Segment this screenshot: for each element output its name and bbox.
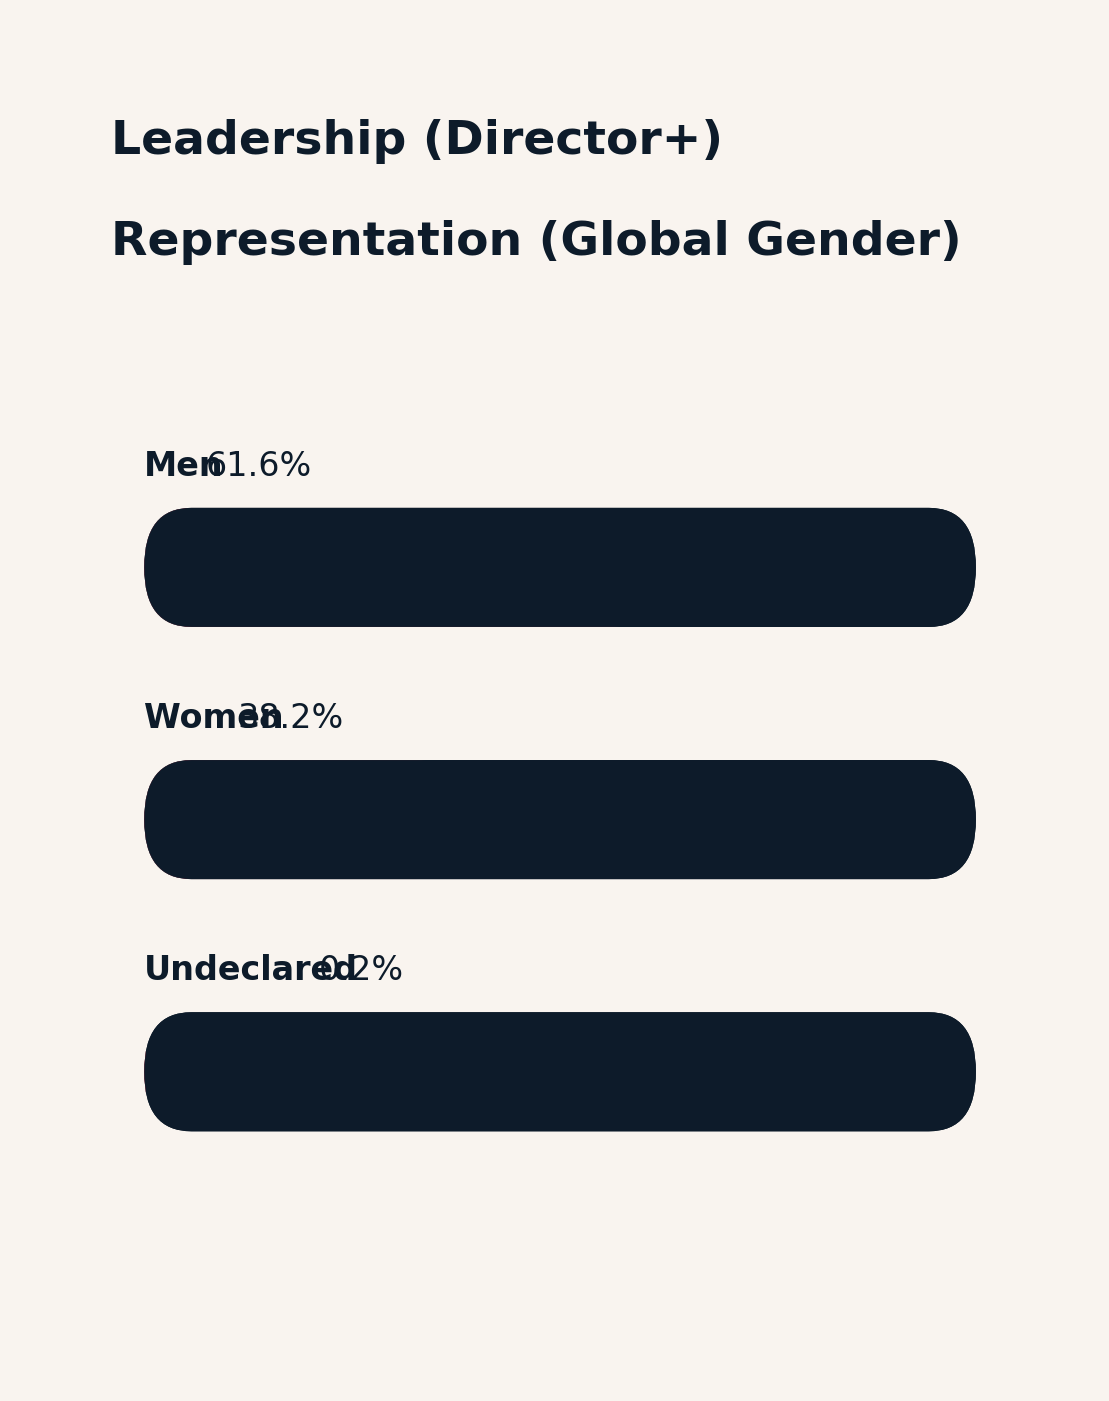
- Text: Undeclared: Undeclared: [144, 954, 358, 986]
- Text: Undeclared  0.2%: Undeclared 0.2%: [144, 954, 440, 986]
- FancyBboxPatch shape: [144, 509, 976, 628]
- FancyBboxPatch shape: [144, 759, 461, 880]
- FancyBboxPatch shape: [144, 1012, 976, 1132]
- FancyBboxPatch shape: [144, 509, 657, 628]
- FancyBboxPatch shape: [144, 1012, 146, 1132]
- FancyBboxPatch shape: [144, 759, 976, 880]
- Text: Men: Men: [144, 450, 224, 482]
- Text: 38.2%: 38.2%: [238, 702, 344, 734]
- Text: Leadership (Director+): Leadership (Director+): [111, 119, 723, 164]
- Text: Women  38.2%: Women 38.2%: [144, 702, 397, 734]
- Text: Men  61.6%: Men 61.6%: [144, 450, 342, 482]
- Text: Representation (Global Gender): Representation (Global Gender): [111, 220, 962, 265]
- Text: Women: Women: [144, 702, 284, 734]
- Text: 0.2%: 0.2%: [318, 954, 404, 986]
- Text: 61.6%: 61.6%: [206, 450, 312, 482]
